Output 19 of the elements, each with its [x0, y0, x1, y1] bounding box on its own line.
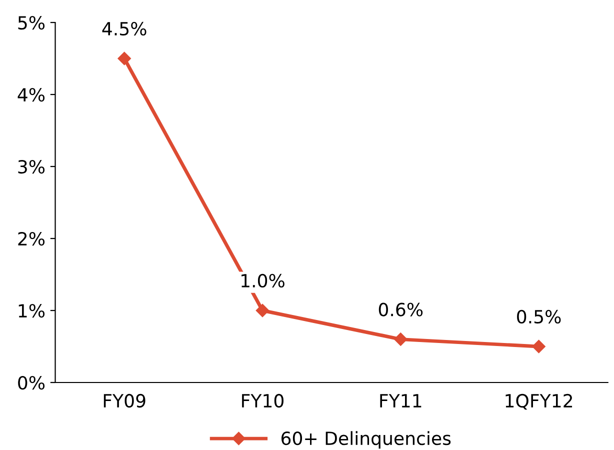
x-tick-label: FY09	[104, 394, 146, 408]
x-tick-label: 1QFY12	[506, 394, 572, 410]
y-tick-label: 3%	[18, 160, 45, 174]
data-label: 0.5%	[517, 310, 561, 324]
legend-label: 60+ Delinquencies	[282, 431, 451, 449]
point	[532, 340, 546, 354]
y-tick-label: 0%	[18, 376, 45, 390]
y-tick-label: 2%	[18, 232, 45, 246]
y-tick-label: 5%	[18, 16, 45, 30]
data-label: 1.0%	[242, 274, 284, 288]
y-tick-label: 1%	[18, 304, 45, 318]
point	[118, 52, 131, 66]
point	[256, 304, 270, 318]
y-tick-label: 4%	[18, 88, 45, 102]
point	[394, 332, 408, 346]
data-label: 4.5%	[102, 22, 146, 36]
data-label: 0.6%	[378, 302, 423, 316]
x-tick-label: FY11	[380, 394, 422, 408]
x-tick-label: FY10	[242, 394, 284, 408]
